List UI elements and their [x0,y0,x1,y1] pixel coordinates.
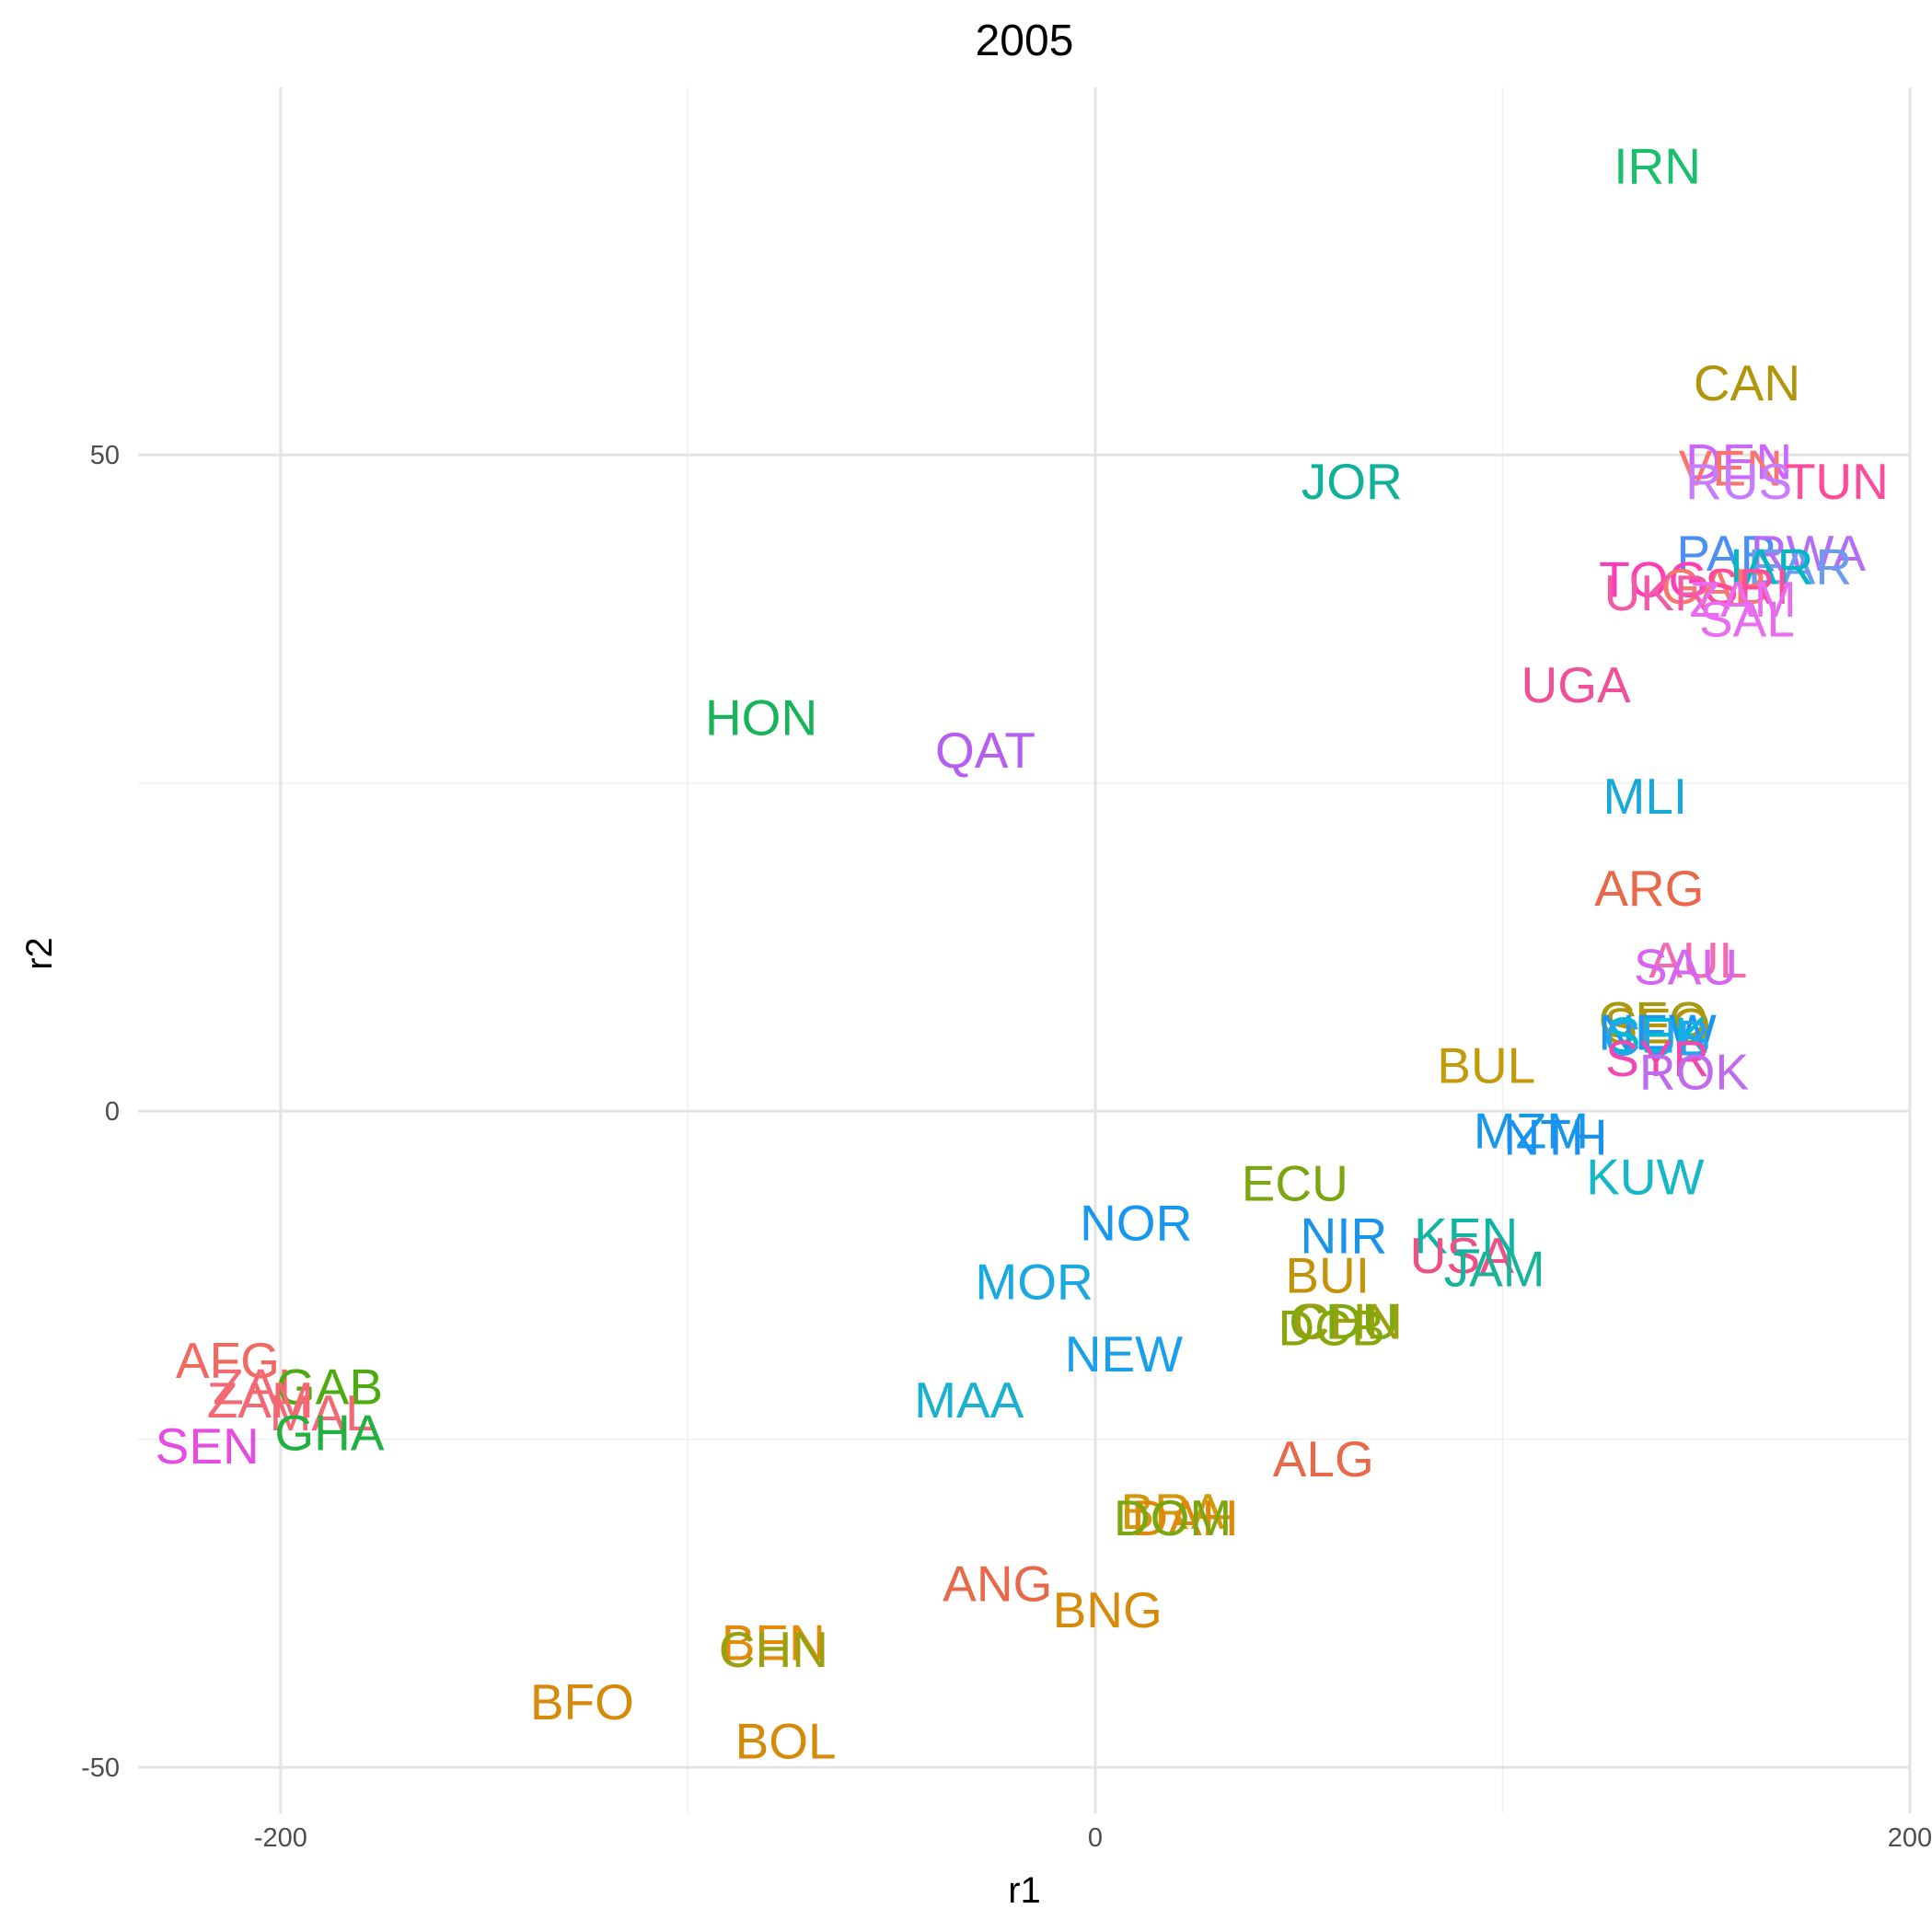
point-label: SRI [1705,558,1789,615]
point-label: AUL [1649,931,1747,989]
x-axis-title: r1 [1008,1870,1041,1911]
point-label: MAA [914,1371,1024,1429]
point-label: SEO [1604,997,1711,1054]
point-label: HON [705,688,817,746]
point-label: DEN [1685,433,1792,490]
point-label: MAL [270,1384,374,1441]
point-label: CEO [1599,990,1708,1047]
point-label: ECU [1242,1155,1348,1212]
point-label: JAM [1444,1240,1545,1297]
point-label: MOR [975,1254,1093,1311]
point-label: ALG [1273,1430,1374,1487]
point-label: SEN [156,1417,260,1475]
point-label: NEW [1598,1004,1716,1061]
point-label: BUI [1285,1246,1370,1303]
grid [138,87,1912,1813]
point-label: SAU [1634,938,1738,995]
point-label: DCB [1278,1299,1385,1356]
point-label: EAR [1748,538,1852,595]
point-label: ZAM [207,1371,314,1429]
x-tick-label: 0 [1088,1823,1103,1853]
point-label: TUN [1785,453,1889,510]
point-label: SAL [1699,590,1795,647]
point-label: JOR [1301,453,1403,510]
point-label: VEN [1679,439,1783,496]
point-label: USA [1410,1227,1514,1284]
point-label: CDU [1289,1292,1398,1349]
x-tick-label: -200 [254,1823,307,1853]
point-label: KEN [1414,1208,1518,1265]
chart-title: 2005 [976,17,1074,65]
point-label: ZAI [213,1359,292,1416]
axis-ticks: -200 0 200 -50 0 50 [81,441,1932,1853]
point-label: ROK [1639,1043,1750,1100]
point-label: ANG [943,1555,1052,1612]
point-label: CUB [1604,1009,1711,1066]
point-label: BEN [722,1614,826,1672]
point-label: BUL [1437,1036,1535,1093]
point-label: ZAM [1690,571,1797,628]
point-label: TOG [1599,551,1707,608]
y-tick-label: -50 [81,1753,120,1783]
point-label: NIR [1301,1208,1388,1265]
point-label: ARG [1594,860,1704,917]
point-label: GAB [1661,558,1768,615]
point-label: MLI [1603,768,1688,825]
point-label: QAT [935,722,1035,779]
point-label: PAR [1676,525,1776,582]
point-label: CAN [1694,354,1800,411]
point-label: BNG [1053,1581,1163,1638]
point-label: CHN [719,1621,828,1678]
point-label: KUW [1586,1148,1704,1205]
point-label: SEK [1607,1006,1708,1063]
point-label: BOL [735,1713,837,1770]
point-label: IRN [1614,138,1701,195]
x-tick-label: 200 [1888,1823,1932,1853]
y-tick-label: 50 [90,441,120,470]
y-tick-label: 0 [105,1097,120,1127]
point-label: AFG [176,1332,280,1389]
point-label: GAB [276,1359,383,1416]
point-label: NOR [1080,1194,1192,1251]
point-label: CHN [1293,1292,1403,1349]
point-label: NEW [1065,1325,1183,1382]
point-label: SYR [1605,1030,1709,1087]
point-label: NTH [1503,1109,1607,1166]
y-axis-title: r2 [19,937,60,970]
point-label: UKR [1604,564,1711,621]
point-label: DAH [1131,1489,1238,1546]
point-label: BFO [530,1673,634,1730]
point-label: DOM [1114,1489,1232,1546]
point-label: RUS [1685,453,1792,510]
point-label: GHA [274,1405,385,1462]
point-label: RWA [1751,525,1867,582]
point-label: MZM [1474,1103,1589,1160]
point-label: IAR [1730,538,1814,595]
point-label: BRA [1120,1483,1224,1540]
point-label: UGA [1521,656,1632,713]
data-labels: IRNCANDENVENRUSTUNJORPARRWAEARIARTOGGABS… [156,138,1889,1770]
